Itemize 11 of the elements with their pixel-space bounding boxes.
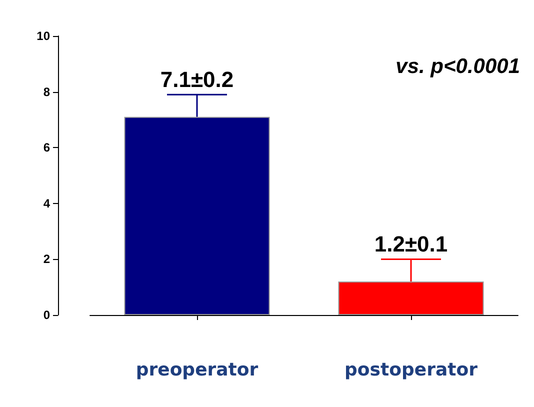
y-tick-label: 8 bbox=[43, 84, 50, 99]
y-tick-label: 6 bbox=[43, 140, 50, 155]
x-tick-label: postoperator bbox=[344, 360, 478, 380]
y-tick-label: 10 bbox=[36, 29, 50, 43]
annotation: vs. p<0.0001 bbox=[396, 55, 520, 78]
y-tick-label: 2 bbox=[43, 252, 50, 266]
y-tick-label: 4 bbox=[43, 196, 50, 210]
data-label: 7.1±0.2 bbox=[160, 67, 234, 92]
y-tick-label: 0 bbox=[43, 308, 50, 322]
data-label: 1.2±0.1 bbox=[374, 232, 448, 257]
x-tick-label: preoperator bbox=[136, 360, 258, 380]
